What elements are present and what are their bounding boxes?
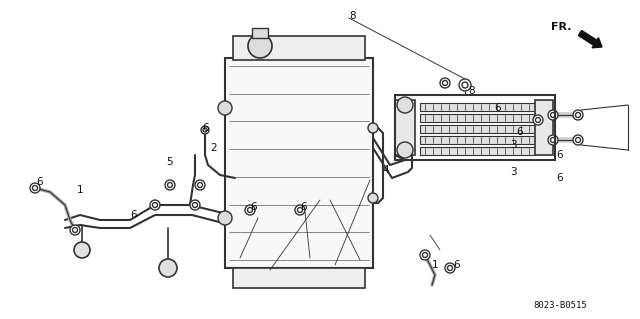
Circle shape [195, 180, 205, 190]
Circle shape [440, 78, 450, 88]
Bar [395, 95, 555, 160]
Circle shape [533, 115, 543, 125]
Circle shape [368, 193, 378, 203]
Circle shape [573, 135, 583, 145]
Text: 8: 8 [349, 11, 356, 21]
Circle shape [575, 113, 580, 117]
Circle shape [575, 137, 580, 143]
Text: 2: 2 [210, 143, 216, 153]
Circle shape [72, 227, 77, 233]
Circle shape [218, 211, 232, 225]
Circle shape [203, 128, 207, 132]
Bar [225, 58, 373, 268]
Text: 6: 6 [494, 103, 500, 113]
Bar [233, 36, 365, 60]
FancyArrow shape [579, 31, 602, 48]
Bar [420, 114, 535, 122]
Circle shape [447, 265, 452, 271]
Circle shape [420, 250, 430, 260]
Circle shape [190, 200, 200, 210]
Text: 6: 6 [202, 123, 209, 133]
Circle shape [442, 80, 447, 85]
Circle shape [201, 126, 209, 134]
Text: 6: 6 [250, 202, 257, 212]
Circle shape [298, 207, 303, 212]
Circle shape [168, 182, 173, 188]
Circle shape [152, 203, 157, 207]
Bar [420, 103, 535, 111]
Circle shape [193, 203, 198, 207]
Circle shape [573, 110, 583, 120]
Text: 8: 8 [468, 86, 475, 96]
Bar [252, 28, 268, 38]
Circle shape [550, 137, 556, 143]
Text: 5: 5 [166, 157, 173, 167]
Circle shape [33, 186, 38, 190]
Circle shape [165, 180, 175, 190]
Text: 3: 3 [510, 140, 516, 150]
Text: 1: 1 [432, 260, 438, 270]
Circle shape [368, 123, 378, 133]
Circle shape [459, 79, 471, 91]
Circle shape [550, 113, 556, 117]
Text: 7: 7 [170, 267, 177, 277]
Bar [535, 100, 553, 155]
Circle shape [70, 225, 80, 235]
Circle shape [295, 205, 305, 215]
Circle shape [397, 142, 413, 158]
Circle shape [462, 82, 468, 88]
Circle shape [445, 263, 455, 273]
Circle shape [536, 117, 541, 122]
Text: 1: 1 [77, 185, 84, 195]
Circle shape [422, 253, 428, 257]
Bar [420, 136, 535, 144]
Circle shape [548, 110, 558, 120]
Bar [420, 125, 535, 133]
Circle shape [74, 242, 90, 258]
Bar [395, 100, 415, 155]
Circle shape [248, 207, 253, 212]
Bar [233, 268, 365, 288]
Circle shape [245, 205, 255, 215]
Bar [420, 147, 535, 155]
Text: 6: 6 [130, 210, 136, 220]
Text: 6: 6 [300, 202, 307, 212]
Text: 3: 3 [510, 167, 516, 177]
Text: 6: 6 [556, 173, 563, 183]
Text: 4: 4 [382, 165, 388, 175]
Circle shape [159, 259, 177, 277]
Circle shape [548, 135, 558, 145]
Circle shape [248, 34, 272, 58]
Text: FR.: FR. [552, 22, 572, 32]
Text: 6: 6 [453, 260, 460, 270]
Text: 7: 7 [84, 249, 91, 259]
Circle shape [30, 183, 40, 193]
Text: 6: 6 [516, 127, 523, 137]
Text: 6: 6 [36, 177, 43, 187]
Circle shape [397, 97, 413, 113]
Text: 6: 6 [556, 150, 563, 160]
Circle shape [198, 182, 202, 188]
Text: 8023-B0515: 8023-B0515 [533, 300, 587, 309]
Circle shape [218, 101, 232, 115]
Circle shape [150, 200, 160, 210]
